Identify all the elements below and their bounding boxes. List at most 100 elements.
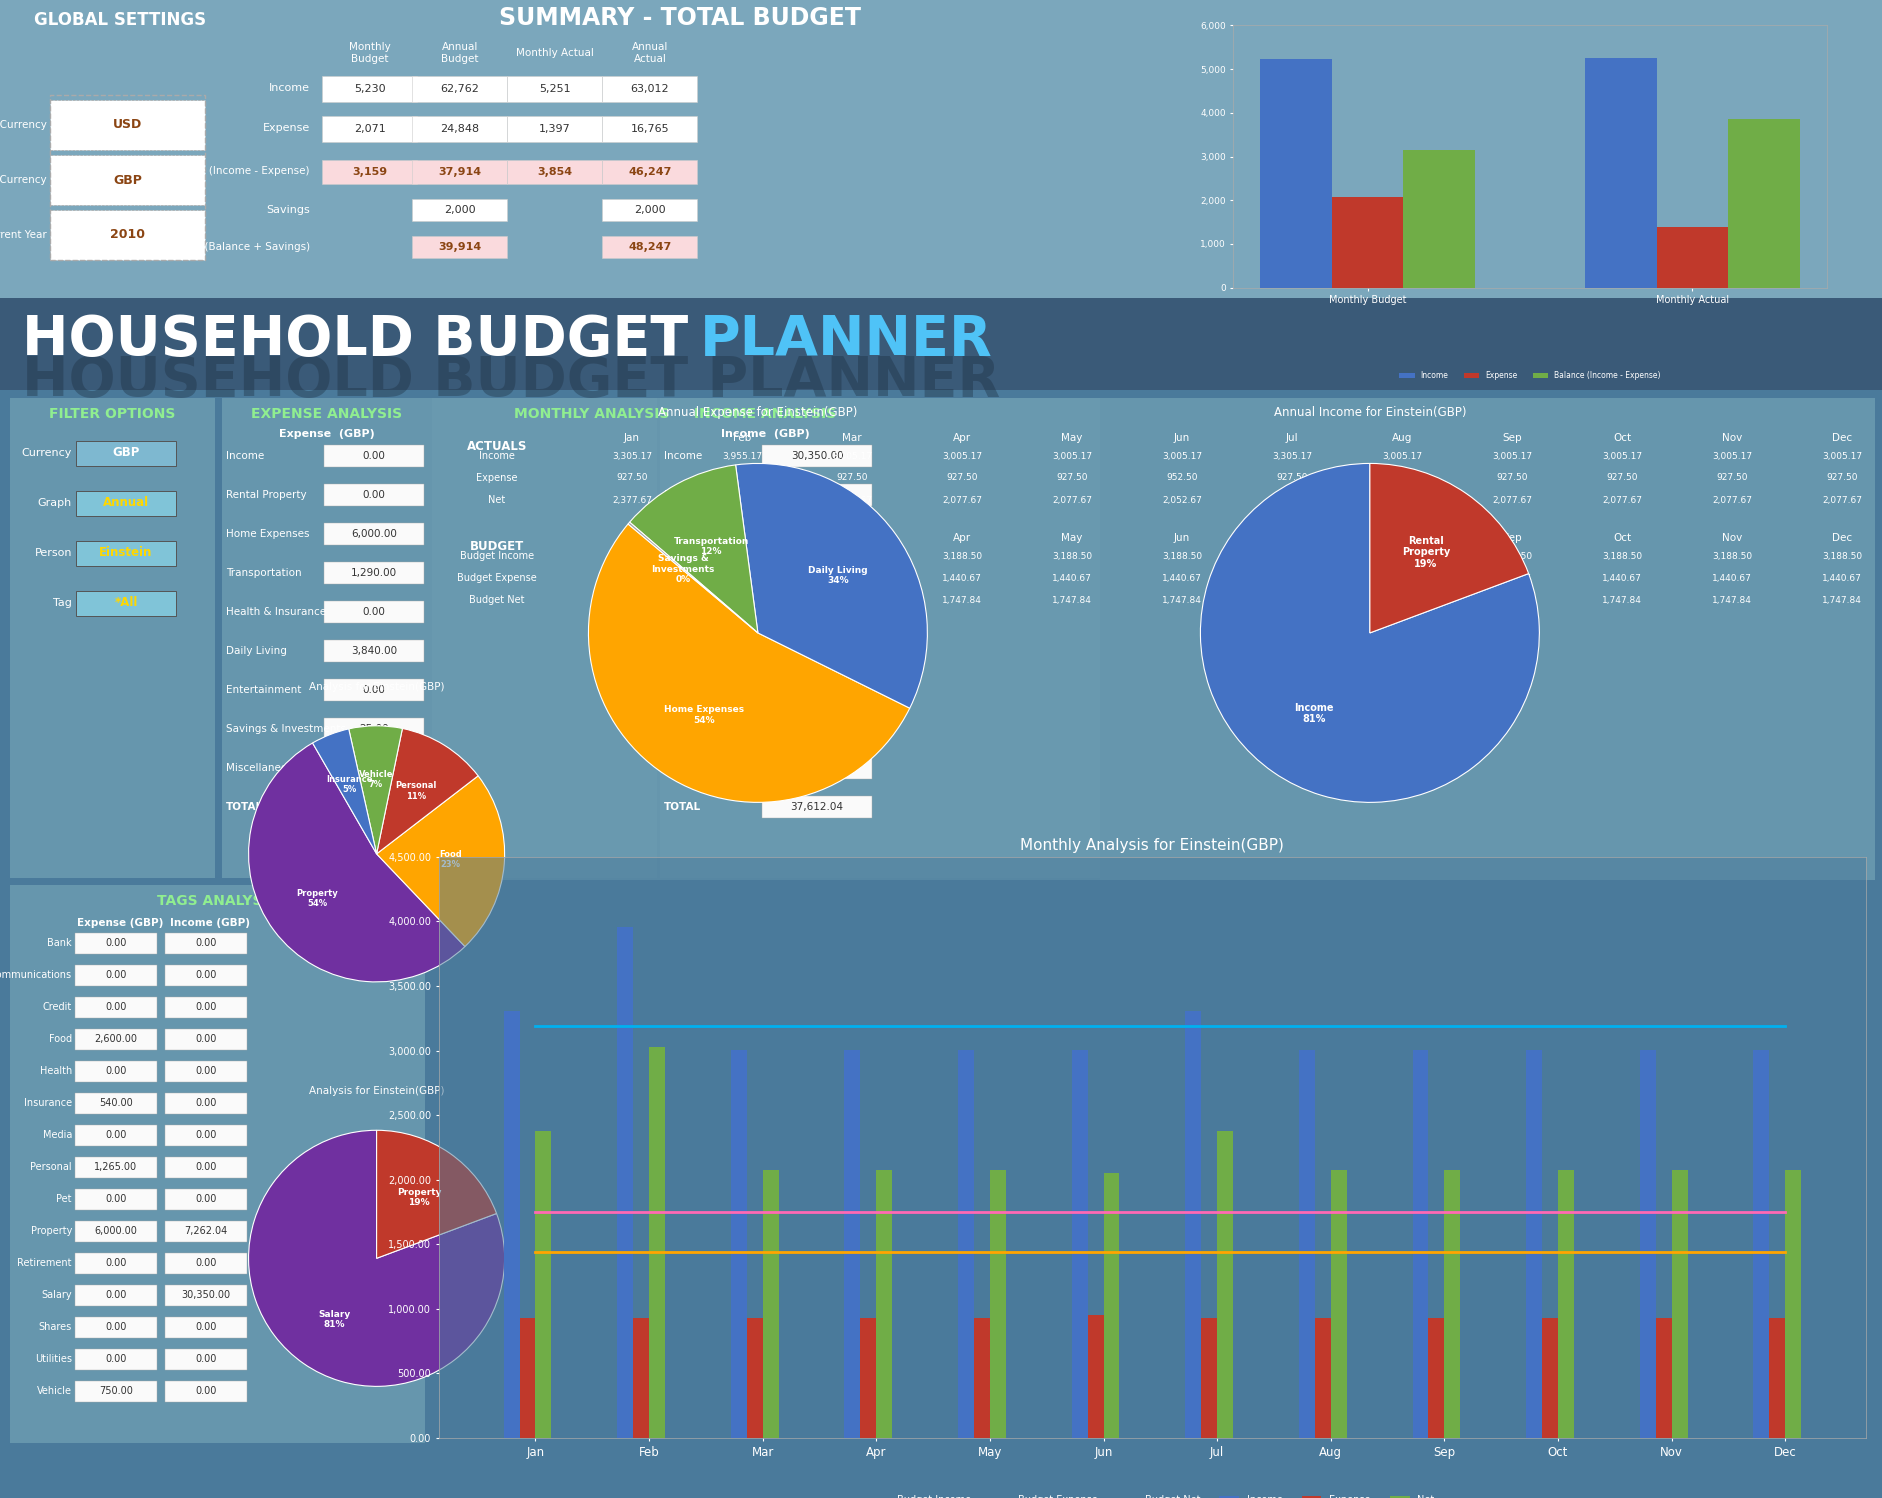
Text: 0.00: 0.00 bbox=[196, 1354, 216, 1365]
Bar bbox=[75, 1381, 156, 1402]
Text: Property: Property bbox=[30, 1225, 72, 1236]
Text: Food
23%: Food 23% bbox=[439, 849, 461, 869]
Wedge shape bbox=[376, 776, 504, 947]
Wedge shape bbox=[248, 1131, 504, 1386]
Text: Shares: Shares bbox=[40, 1323, 72, 1332]
Bar bbox=[602, 237, 696, 258]
Bar bbox=[412, 160, 506, 184]
Bar bbox=[322, 76, 416, 102]
Text: GBP: GBP bbox=[113, 174, 141, 186]
Title: Annual Income for Einstein(GBP): Annual Income for Einstein(GBP) bbox=[1272, 406, 1466, 418]
Text: 3,305.17: 3,305.17 bbox=[1270, 451, 1312, 460]
Bar bbox=[75, 965, 156, 986]
Text: 0.00: 0.00 bbox=[105, 1290, 126, 1300]
Wedge shape bbox=[629, 464, 757, 632]
Budget Net bbox=[751, 1203, 774, 1221]
Text: Income: Income bbox=[478, 451, 514, 461]
Text: Expense: Expense bbox=[263, 123, 311, 133]
Text: Insurance
5%: Insurance 5% bbox=[326, 774, 373, 794]
Text: 0.00: 0.00 bbox=[105, 1067, 126, 1076]
Bar bbox=[75, 998, 156, 1019]
Bar bbox=[519, 1318, 534, 1438]
Text: 1,747.84: 1,747.84 bbox=[1381, 596, 1421, 605]
Bar bbox=[166, 1381, 247, 1402]
Text: Income: Income bbox=[226, 451, 263, 461]
Text: ACTUALS: ACTUALS bbox=[467, 439, 527, 452]
Text: 3,005.17: 3,005.17 bbox=[1161, 451, 1201, 460]
Bar bbox=[75, 1350, 156, 1371]
Bar bbox=[0, 389, 1882, 1498]
Text: Expense  (GBP): Expense (GBP) bbox=[279, 428, 375, 439]
Text: Transportation: Transportation bbox=[226, 568, 301, 578]
Text: 1,747.84: 1,747.84 bbox=[941, 596, 981, 605]
Bar bbox=[412, 199, 506, 222]
Text: 927.50: 927.50 bbox=[1056, 473, 1088, 482]
Bar bbox=[649, 1047, 664, 1438]
Text: 927.50: 927.50 bbox=[1496, 473, 1526, 482]
Bar bbox=[9, 398, 215, 878]
Budget Income bbox=[1092, 1017, 1114, 1035]
Bar bbox=[75, 592, 175, 616]
Text: 63,012: 63,012 bbox=[630, 84, 668, 94]
Bar bbox=[412, 76, 506, 102]
Bar bbox=[1412, 1050, 1428, 1438]
Text: 2,600.00: 2,600.00 bbox=[94, 1034, 137, 1044]
Bar bbox=[51, 154, 205, 205]
Text: Budget Net: Budget Net bbox=[469, 595, 525, 605]
Text: Savings & Investments: Savings & Investments bbox=[226, 724, 346, 734]
Bar bbox=[324, 601, 423, 623]
Text: Oct: Oct bbox=[1613, 533, 1630, 542]
Text: 1,440.67: 1,440.67 bbox=[1822, 574, 1861, 583]
Bar bbox=[75, 1029, 156, 1050]
Text: 7,262.04: 7,262.04 bbox=[184, 1225, 228, 1236]
Bar bbox=[75, 440, 175, 466]
Budget Expense bbox=[1545, 1243, 1568, 1261]
Bar bbox=[762, 679, 871, 701]
Text: Einstein: Einstein bbox=[100, 547, 152, 559]
Text: 0.00: 0.00 bbox=[196, 1194, 216, 1204]
Text: PLANNER: PLANNER bbox=[700, 313, 992, 367]
Budget Income bbox=[1204, 1017, 1227, 1035]
Text: 0.00: 0.00 bbox=[196, 1323, 216, 1332]
Wedge shape bbox=[736, 463, 926, 709]
Text: Vehicle
7%: Vehicle 7% bbox=[359, 770, 393, 789]
Bar bbox=[1671, 1170, 1686, 1438]
Text: Nov: Nov bbox=[1720, 433, 1741, 443]
Text: Health & Insurance: Health & Insurance bbox=[226, 607, 326, 617]
Text: 927.50: 927.50 bbox=[1715, 473, 1746, 482]
Title: Annual Expense for Einstein(GBP): Annual Expense for Einstein(GBP) bbox=[659, 406, 856, 418]
Text: 1,440.67: 1,440.67 bbox=[1602, 574, 1641, 583]
Bar bbox=[602, 199, 696, 222]
Text: Home Expenses: Home Expenses bbox=[664, 529, 747, 539]
Bar bbox=[1331, 198, 1402, 288]
Bar bbox=[324, 795, 423, 818]
Bar bbox=[1103, 1173, 1120, 1438]
Bar bbox=[75, 1221, 156, 1242]
Bar bbox=[502, 1011, 519, 1438]
Bar bbox=[9, 885, 425, 1443]
Text: Graph: Graph bbox=[38, 497, 72, 508]
Text: 3,005.17: 3,005.17 bbox=[1491, 451, 1532, 460]
Text: 3,027.67: 3,027.67 bbox=[721, 496, 762, 505]
Text: Jun: Jun bbox=[1172, 533, 1189, 542]
Text: 1,440.67: 1,440.67 bbox=[612, 574, 651, 583]
Text: Media: Media bbox=[43, 1129, 72, 1140]
Bar bbox=[75, 1252, 156, 1273]
Text: 927.50: 927.50 bbox=[726, 473, 757, 482]
Budget Expense bbox=[1319, 1243, 1342, 1261]
Text: 30,350.00: 30,350.00 bbox=[790, 451, 843, 461]
Text: 30,350.00: 30,350.00 bbox=[181, 1290, 230, 1300]
Text: 2,077.67: 2,077.67 bbox=[1381, 496, 1421, 505]
Text: May: May bbox=[1061, 533, 1082, 542]
Bar bbox=[1331, 1170, 1346, 1438]
Bar bbox=[1656, 226, 1728, 288]
Bar bbox=[166, 965, 247, 986]
Bar bbox=[730, 1050, 747, 1438]
Text: Salary
81%: Salary 81% bbox=[318, 1309, 350, 1329]
Bar bbox=[1071, 1050, 1088, 1438]
Text: BUDGET: BUDGET bbox=[470, 539, 523, 553]
Text: HOUSEHOLD BUDGET PLANNER: HOUSEHOLD BUDGET PLANNER bbox=[23, 354, 999, 407]
Bar bbox=[506, 160, 602, 184]
Budget Income bbox=[523, 1017, 546, 1035]
Budget Net bbox=[1092, 1203, 1114, 1221]
